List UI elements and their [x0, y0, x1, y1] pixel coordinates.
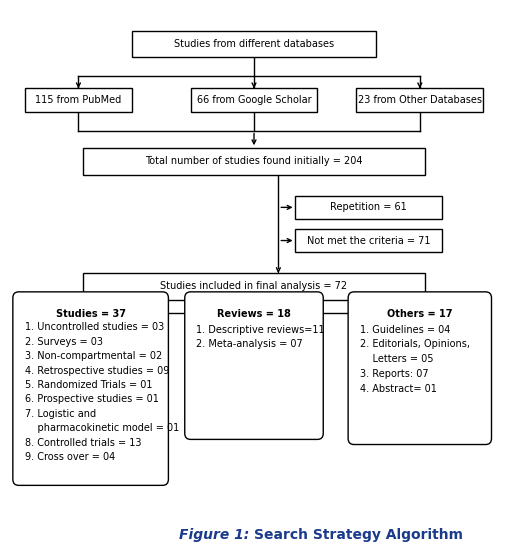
Text: Studies included in final analysis = 72: Studies included in final analysis = 72 [161, 282, 347, 292]
Text: 66 from Google Scholar: 66 from Google Scholar [197, 95, 311, 105]
Text: Not met the criteria = 71: Not met the criteria = 71 [307, 236, 430, 245]
FancyBboxPatch shape [357, 88, 483, 112]
Text: 1. Descriptive reviews=11
2. Meta-analysis = 07: 1. Descriptive reviews=11 2. Meta-analys… [197, 324, 325, 349]
Text: Figure 1:: Figure 1: [179, 528, 254, 542]
FancyBboxPatch shape [348, 292, 492, 445]
Text: 1. Uncontrolled studies = 03
2. Surveys = 03
3. Non-compartmental = 02
4. Retros: 1. Uncontrolled studies = 03 2. Surveys … [24, 322, 179, 462]
FancyBboxPatch shape [185, 292, 323, 439]
FancyBboxPatch shape [83, 148, 425, 175]
Text: Studies from different databases: Studies from different databases [174, 39, 334, 49]
FancyBboxPatch shape [83, 273, 425, 300]
Text: Reviews = 18: Reviews = 18 [217, 309, 291, 319]
FancyBboxPatch shape [296, 195, 442, 219]
Text: 115 from PubMed: 115 from PubMed [36, 95, 121, 105]
Text: Total number of studies found initially = 204: Total number of studies found initially … [145, 156, 363, 166]
Text: 1. Guidelines = 04
2. Editorials, Opinions,
    Letters = 05
3. Reports: 07
4. A: 1. Guidelines = 04 2. Editorials, Opinio… [360, 324, 470, 394]
Text: Studies = 37: Studies = 37 [56, 309, 125, 319]
Text: Search Strategy Algorithm: Search Strategy Algorithm [254, 528, 463, 542]
FancyBboxPatch shape [25, 88, 132, 112]
FancyBboxPatch shape [190, 88, 318, 112]
Text: Others = 17: Others = 17 [387, 309, 453, 319]
FancyBboxPatch shape [296, 229, 442, 253]
Text: Repetition = 61: Repetition = 61 [330, 203, 407, 212]
FancyBboxPatch shape [132, 31, 376, 57]
FancyBboxPatch shape [13, 292, 169, 485]
Text: 23 from Other Databases: 23 from Other Databases [358, 95, 482, 105]
